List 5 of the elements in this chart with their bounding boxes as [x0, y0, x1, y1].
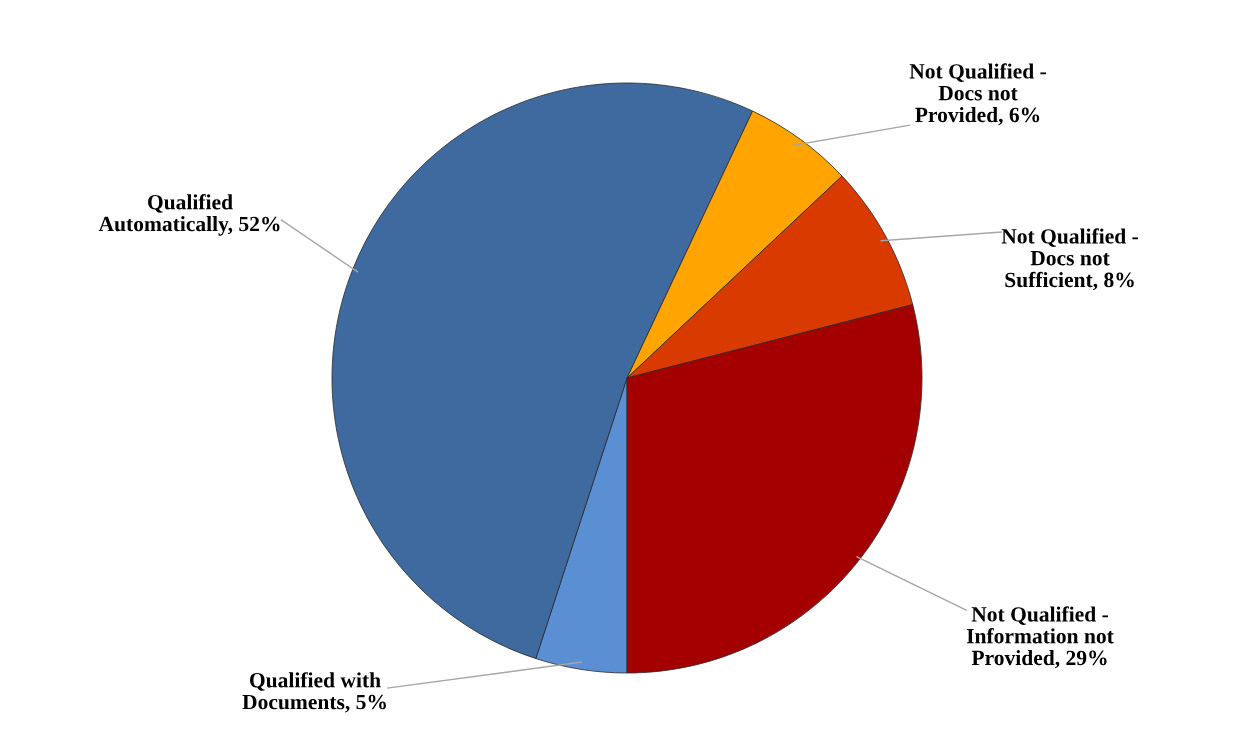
slice-label: Not Qualified - Information not Provided, 29% [966, 606, 1114, 669]
slice-label: Qualified with Documents, 5% [242, 672, 386, 713]
slice-label: Not Qualified - Docs not Provided, 6% [909, 63, 1046, 126]
slice-label: Not Qualified - Docs not Sufficient, 8% [1001, 228, 1138, 291]
slice-label: Qualified Automatically, 52% [98, 194, 280, 236]
